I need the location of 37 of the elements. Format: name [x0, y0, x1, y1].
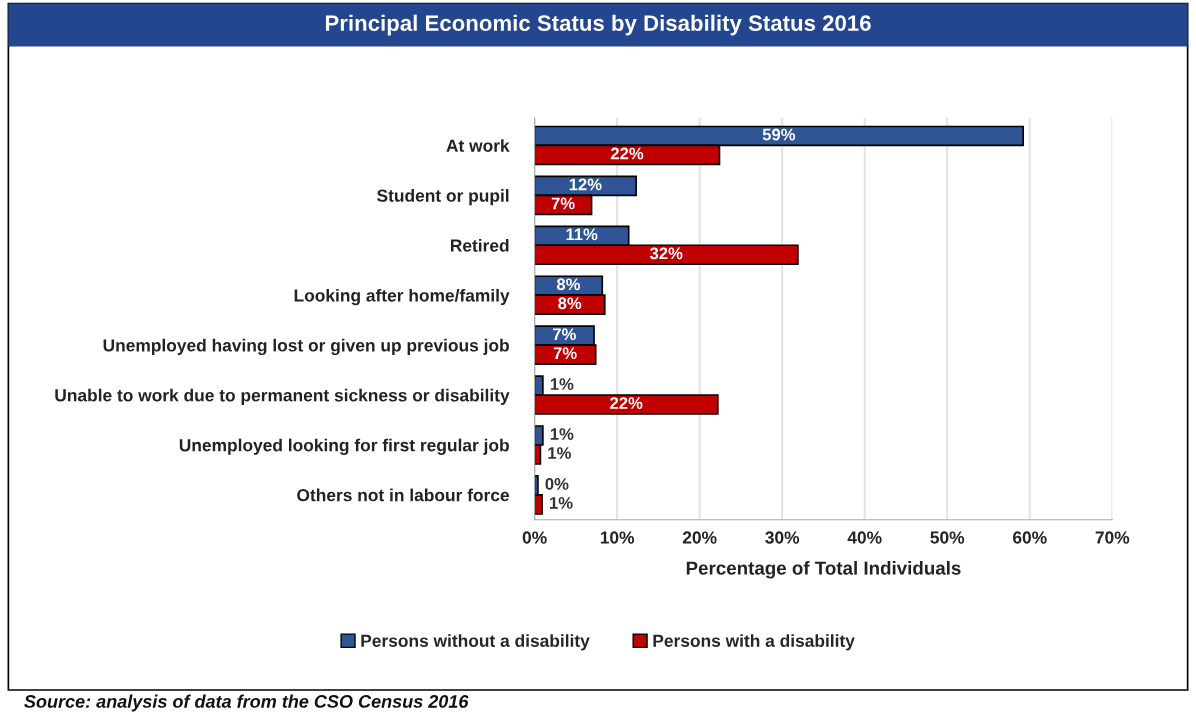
data-label: 59%: [762, 128, 796, 141]
source-note: Source: analysis of data from the CSO Census 2016: [24, 694, 469, 712]
y-tick-label: Unable to work due to permanent sickness or disability: [55, 388, 510, 405]
y-tick-label: Retired: [450, 238, 509, 252]
x-tick-label: 30%: [765, 531, 800, 544]
data-label: 0%: [545, 478, 569, 490]
data-label: 8%: [556, 278, 581, 291]
data-label: 22%: [610, 397, 643, 409]
data-label: 1%: [550, 497, 573, 509]
x-tick-label: 70%: [1095, 531, 1130, 544]
chart-title: Principal Economic Status by Disability Status 2016: [325, 14, 871, 36]
data-label: 22%: [610, 147, 644, 160]
y-tick-label: Unemployed looking for first regular job: [179, 438, 509, 455]
x-tick-label: 0%: [522, 531, 547, 544]
data-label: 11%: [566, 228, 598, 241]
y-tick-label: Others not in labour force: [297, 488, 510, 502]
data-label: 32%: [649, 247, 683, 260]
legend-label: Persons with a disability: [653, 634, 855, 651]
data-label: 7%: [552, 328, 576, 341]
data-label: 8%: [558, 297, 582, 310]
x-tick-label: 50%: [930, 531, 965, 544]
x-tick-label: 10%: [600, 531, 635, 544]
y-tick-label: At work: [446, 139, 510, 152]
x-tick-label: 40%: [847, 531, 882, 544]
x-tick-label: 20%: [682, 531, 717, 544]
x-axis-title: Percentage of Total Individuals: [686, 560, 961, 579]
data-label: 7%: [551, 197, 575, 210]
y-tick-label: Looking after home/family: [294, 288, 510, 306]
data-label: 1%: [548, 447, 571, 459]
data-label: 12%: [569, 178, 602, 191]
x-tick-label: 60%: [1013, 531, 1047, 544]
data-label: 1%: [550, 378, 574, 390]
data-label: 7%: [553, 347, 577, 360]
y-tick-label: Student or pupil: [377, 189, 509, 206]
y-tick-label: Unemployed having lost or given up previous job: [103, 338, 509, 356]
data-label: 1%: [550, 428, 574, 440]
legend-label: Persons without a disability: [361, 634, 590, 651]
